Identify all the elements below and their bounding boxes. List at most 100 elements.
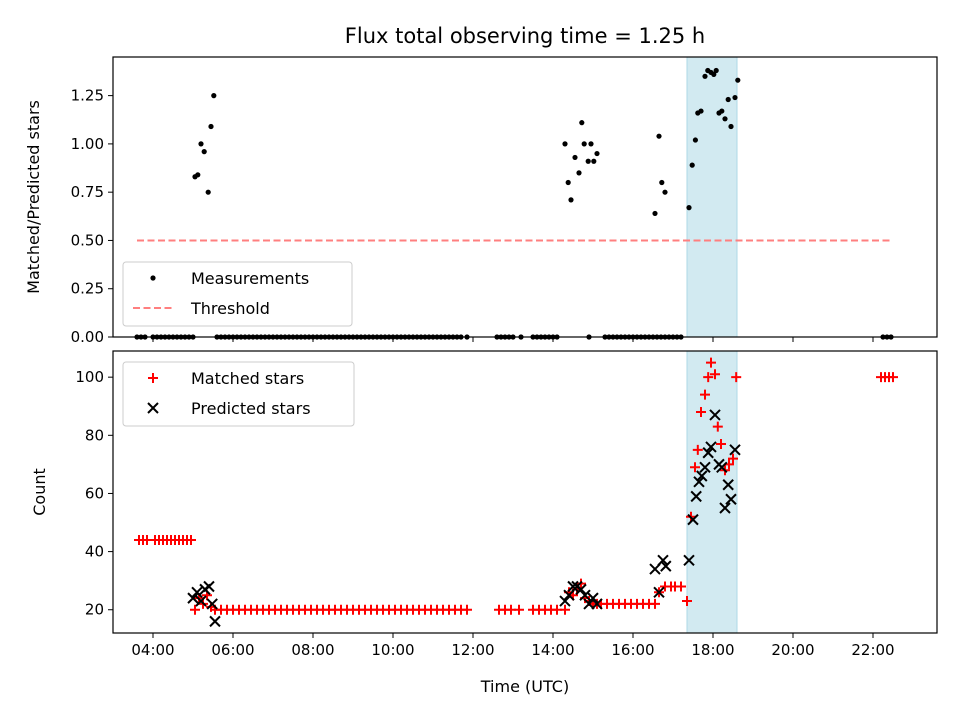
measurements-point-131: [659, 179, 665, 186]
predicted-stars-legend-label: Predicted stars: [191, 399, 311, 418]
predicted-stars-point-26: [702, 447, 714, 459]
measurements-point-107: [594, 150, 600, 157]
measurements-point-133: [686, 205, 692, 211]
count-series: [134, 357, 898, 628]
ratio-legend: Measurements Threshold: [122, 261, 353, 327]
matched-stars-point-96: [690, 462, 700, 473]
measurements-point-129: [652, 210, 658, 217]
x-tick-label: 12:00: [451, 641, 494, 659]
measurements-point-147: [728, 123, 734, 130]
predicted-stars-point-19: [660, 560, 672, 572]
measurements-legend-swatch-point-0: [150, 275, 156, 281]
predicted-stars-point-31: [719, 502, 731, 514]
matched-stars-point-70: [560, 604, 570, 615]
matched-stars-point-102: [710, 369, 720, 380]
measurements-point-146: [725, 96, 731, 103]
y-tick-label: 0.00: [71, 328, 104, 346]
matched-stars-point-88: [650, 598, 660, 609]
axes-frame: [112, 56, 938, 338]
measurements-point-16: [198, 141, 204, 147]
measurements-point-104: [585, 158, 591, 164]
matched-stars-point-93: [676, 581, 686, 592]
y-tick-label: 1.25: [71, 87, 104, 105]
predicted-stars-point-11: [575, 583, 587, 596]
measurements-point-19: [208, 123, 214, 130]
matched-stars-point-64: [514, 604, 524, 615]
matched-stars-point-94: [682, 596, 692, 607]
predicted-stars-point-24: [696, 470, 708, 482]
axes-frame: [112, 350, 938, 634]
matched-stars-point-99: [700, 389, 710, 400]
y-tick-label: 100: [75, 368, 104, 386]
y-tick-label: 0.25: [71, 280, 104, 298]
measurements-point-17: [201, 149, 207, 155]
y-tick-label: 40: [85, 543, 104, 561]
legend-box: [122, 261, 353, 327]
measurements-point-15: [195, 172, 201, 178]
predicted-stars-point-9: [567, 580, 579, 593]
matched-stars-point-103: [712, 421, 723, 432]
matched-stars-point-112: [888, 372, 898, 383]
x-tick-label: 08:00: [291, 641, 334, 659]
y-tick-label: 0.50: [71, 231, 104, 249]
measurements-point-149: [735, 77, 741, 83]
matched-stars-point-104: [716, 439, 726, 450]
measurements-point-138: [702, 73, 708, 79]
measurements-point-103: [581, 141, 587, 147]
figure-title: Flux total observing time = 1.25 h: [345, 24, 705, 48]
predicted-stars-point-28: [709, 409, 721, 421]
measurements-point-137: [698, 108, 704, 114]
x-tick-label: 22:00: [851, 641, 894, 659]
measurements-point-18: [205, 189, 211, 195]
predicted-stars-point-6: [209, 615, 221, 628]
measurements-legend-label: Measurements: [191, 269, 309, 288]
x-tick-label: 20:00: [771, 641, 814, 659]
predicted-stars-point-25: [699, 461, 711, 473]
measurements-point-144: [719, 108, 725, 114]
matched-stars-point-101: [706, 357, 716, 368]
predicted-stars-point-22: [690, 490, 702, 503]
measurements-point-98: [565, 179, 571, 186]
matched-stars-point-12: [186, 534, 196, 545]
predicted-stars-point-33: [725, 493, 737, 505]
measurements-point-134: [689, 162, 695, 168]
predicted-stars-point-34: [729, 444, 741, 456]
measurements-point-130: [656, 133, 662, 139]
predicted-stars-series: [187, 409, 741, 628]
y-tick-label: 80: [85, 426, 104, 444]
matched-stars-point-98: [696, 407, 706, 418]
matched-stars-point-107: [728, 453, 738, 464]
ratio-panel: 0.00 0.25 0.50 0.75 1.00 1.25 Matched/Predict…: [24, 56, 938, 346]
predicted-stars-point-0: [187, 592, 199, 604]
predicted-stars-point-12: [579, 589, 591, 601]
predicted-stars-point-8: [563, 589, 575, 601]
measurements-point-105: [588, 141, 594, 147]
matched-stars-point-60: [462, 604, 472, 615]
x-tick-label: 06:00: [211, 641, 254, 659]
matched-stars-point-108: [731, 372, 742, 383]
x-tick-label: 14:00: [531, 641, 574, 659]
ratio-axes: 0.00 0.25 0.50 0.75 1.00 1.25: [71, 56, 938, 346]
predicted-stars-point-5: [206, 598, 218, 610]
x-tick-label: 18:00: [691, 641, 734, 659]
highlight-span-rect: [686, 56, 738, 338]
measurements-point-141: [711, 71, 717, 77]
threshold-legend-label: Threshold: [190, 299, 270, 318]
matched-stars-legend-label: Matched stars: [191, 369, 304, 388]
predicted-stars-point-15: [591, 598, 603, 610]
predicted-stars-point-20: [683, 554, 695, 567]
x-tick-label: 16:00: [611, 641, 654, 659]
measurements-point-135: [692, 137, 699, 143]
measurements-point-99: [568, 197, 574, 203]
y-tick-label: 1.00: [71, 135, 104, 153]
measurements-point-106: [591, 158, 597, 164]
x-tick-label: 10:00: [371, 641, 414, 659]
legend-box: [122, 361, 355, 427]
y-axis-label: Count: [30, 468, 49, 516]
predicted-stars-point-14: [587, 592, 599, 604]
predicted-stars-point-17: [653, 586, 665, 599]
highlight-span-rect: [686, 350, 738, 634]
matched-stars-legend-swatch-point-0: [148, 373, 158, 383]
count-panel: 20 40 60 80 100 04:00 06:00 08:00 10:00 12:00 14:0…: [30, 350, 938, 696]
